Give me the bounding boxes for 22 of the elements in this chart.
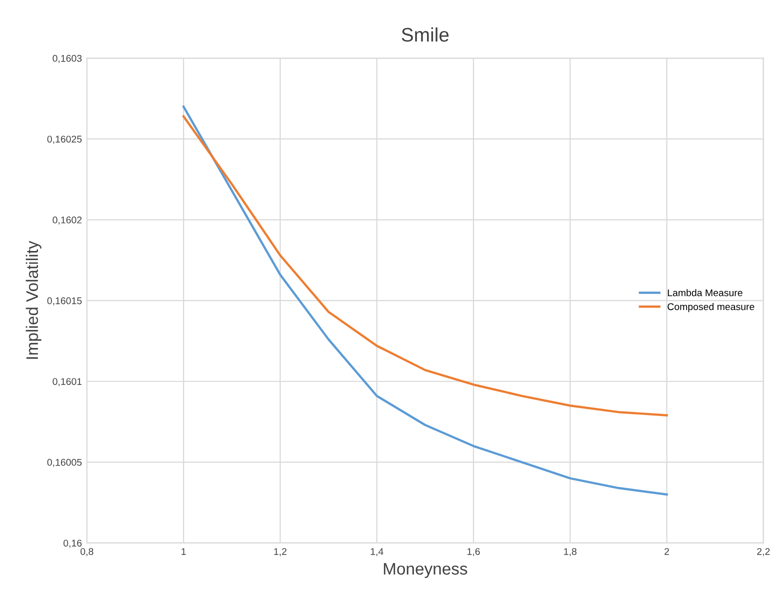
x-tick-label: 1,6 bbox=[467, 548, 480, 556]
legend-label: Lambda Measure bbox=[668, 289, 742, 296]
chart-title: Smile bbox=[402, 27, 449, 42]
y-tick-label: 0,16025 bbox=[47, 136, 82, 144]
y-tick-label: 0,1601 bbox=[52, 378, 82, 386]
line-series bbox=[182, 115, 668, 416]
y-tick-label: 0,16015 bbox=[47, 297, 82, 306]
x-tick-label: 1,8 bbox=[564, 548, 576, 556]
x-tick-label: 0,8 bbox=[80, 548, 94, 556]
x-tick-label: 2 bbox=[664, 548, 669, 555]
y-axis-title: Implied Volatility bbox=[26, 240, 42, 359]
legend-label: Composed measure bbox=[668, 303, 754, 312]
y-tick-label: 0,16005 bbox=[47, 458, 82, 467]
x-axis-title: Moneyness bbox=[384, 563, 468, 578]
y-tick-label: 0,1603 bbox=[52, 54, 82, 63]
x-tick-label: 1 bbox=[182, 548, 186, 555]
y-tick-label: 0,1602 bbox=[52, 216, 82, 225]
x-tick-label: 2,2 bbox=[757, 548, 770, 556]
x-tick-label: 1,2 bbox=[274, 548, 286, 556]
y-tick-label: 0,16 bbox=[64, 540, 82, 548]
x-tick-label: 1,4 bbox=[370, 548, 384, 556]
line-series bbox=[182, 106, 668, 496]
